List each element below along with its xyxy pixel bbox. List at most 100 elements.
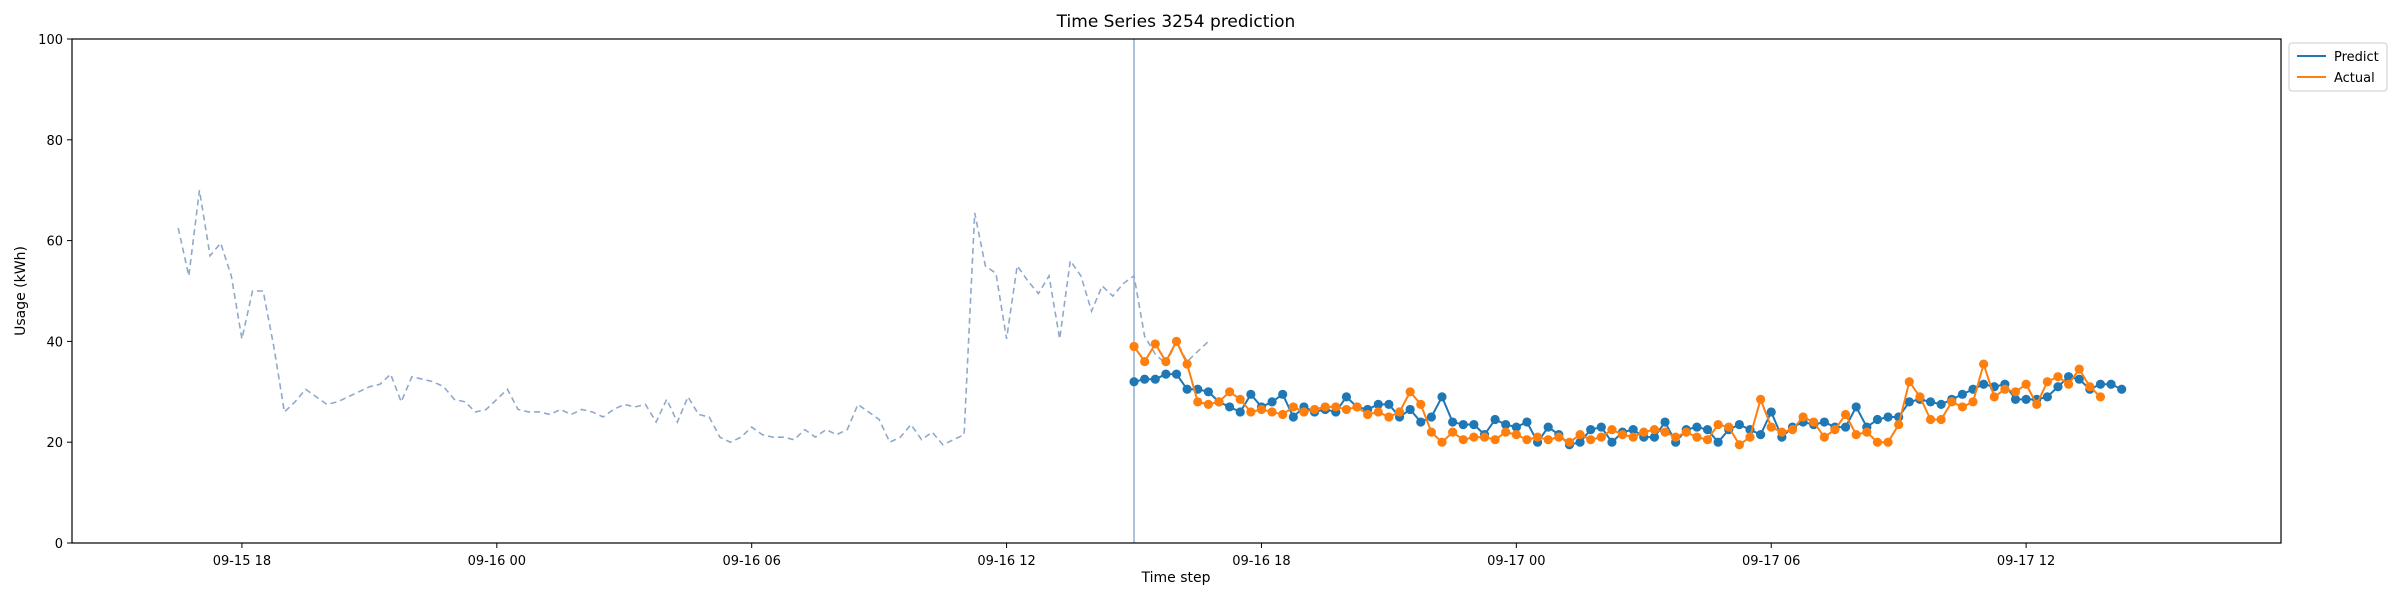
actual-point xyxy=(1649,425,1660,435)
actual-point xyxy=(1501,427,1511,437)
predict-point xyxy=(1448,417,1458,427)
actual-point xyxy=(1246,407,1256,417)
y-tick-label: 60 xyxy=(46,235,63,250)
actual-point xyxy=(1543,435,1553,445)
actual-point xyxy=(1405,387,1415,397)
actual-point xyxy=(1819,432,1829,442)
predict-point xyxy=(1628,425,1638,435)
y-tick-label: 100 xyxy=(38,33,63,48)
actual-point xyxy=(1564,437,1575,447)
x-tick-label: 09-17 06 xyxy=(1742,554,1800,569)
actual-point xyxy=(2085,382,2095,392)
predict-point xyxy=(2042,392,2052,402)
predict-point xyxy=(1511,422,1521,432)
y-axis-label: Usage (kWh) xyxy=(13,246,29,336)
actual-point xyxy=(1617,430,1628,440)
predict-point xyxy=(1713,437,1723,447)
actual-point xyxy=(1766,422,1776,432)
actual-point xyxy=(2063,379,2074,389)
predict-point xyxy=(1607,437,1617,447)
predict-point xyxy=(1596,422,1606,432)
actual-point xyxy=(1479,432,1490,442)
predict-point xyxy=(2106,379,2116,389)
actual-point xyxy=(1575,430,1585,440)
predict-point xyxy=(1140,374,1150,384)
predict-point xyxy=(1904,397,1914,407)
y-tick-label: 20 xyxy=(46,436,63,451)
actual-point xyxy=(1872,437,1883,447)
actual-point xyxy=(1840,409,1851,420)
actual-point xyxy=(1979,359,1989,369)
predict-series xyxy=(1129,369,2127,450)
x-tick-label: 09-16 18 xyxy=(1232,554,1290,569)
actual-point xyxy=(1182,359,1192,369)
predict-point xyxy=(1405,404,1415,415)
actual-point xyxy=(1936,414,1946,425)
predict-point xyxy=(1586,425,1596,435)
legend: Predict Actual xyxy=(2288,42,2388,92)
actual-point xyxy=(1702,435,1713,445)
actual-point xyxy=(1267,407,1277,417)
actual-point xyxy=(1596,432,1606,442)
plot-frame xyxy=(71,38,2282,544)
x-tick-label: 09-16 12 xyxy=(977,554,1035,569)
actual-point xyxy=(1214,397,1224,407)
actual-point xyxy=(1713,419,1723,430)
predict-point xyxy=(1235,407,1245,417)
actual-point xyxy=(1660,427,1670,437)
actual-point xyxy=(1469,432,1479,442)
actual-point xyxy=(1904,377,1914,387)
x-tick-label: 09-17 12 xyxy=(1997,554,2055,569)
predict-point xyxy=(1469,419,1479,430)
predict-point xyxy=(1426,412,1436,422)
actual-point xyxy=(1851,430,1861,440)
actual-point xyxy=(1278,409,1288,420)
actual-point xyxy=(1947,397,1957,407)
actual-point xyxy=(1925,414,1936,425)
actual-point xyxy=(1448,427,1458,437)
actual-point xyxy=(1671,432,1681,442)
actual-point xyxy=(1299,407,1309,417)
actual-point xyxy=(1511,430,1521,440)
predict-point xyxy=(1936,399,1946,409)
predict-point xyxy=(1766,407,1776,417)
actual-point xyxy=(1745,432,1755,442)
actual-point xyxy=(1129,341,1139,352)
actual-point xyxy=(1787,425,1798,435)
actual-series xyxy=(1129,336,2106,450)
y-tick-label: 40 xyxy=(46,335,63,350)
actual-point xyxy=(1968,397,1978,407)
predict-point xyxy=(1883,412,1893,422)
predict-point xyxy=(1203,387,1213,397)
predict-point xyxy=(2010,394,2021,404)
predict-line xyxy=(1133,373,2123,446)
predict-point xyxy=(1702,425,1713,435)
predict-point xyxy=(1416,417,1426,427)
actual-point xyxy=(1681,427,1691,437)
y-tick-label: 80 xyxy=(46,134,63,149)
predict-point xyxy=(1490,414,1500,425)
actual-point xyxy=(1373,407,1383,417)
actual-point xyxy=(1639,427,1649,437)
actual-point xyxy=(1235,394,1245,404)
actual-point xyxy=(1437,437,1447,447)
predict-point xyxy=(1692,422,1702,432)
actual-point xyxy=(1830,425,1840,435)
actual-point xyxy=(1862,427,1872,437)
actual-point xyxy=(1320,402,1330,412)
predict-point xyxy=(1458,419,1468,430)
history-line xyxy=(177,190,1209,446)
actual-point xyxy=(1915,392,1925,402)
predict-point xyxy=(1756,430,1766,440)
predict-point xyxy=(1278,389,1288,399)
predict-point xyxy=(1267,397,1277,407)
actual-point xyxy=(1532,432,1543,442)
x-axis-label: Time step xyxy=(1141,570,1211,586)
actual-point xyxy=(1734,440,1744,450)
actual-point xyxy=(1809,417,1819,427)
predict-point xyxy=(1979,379,1989,389)
actual-point xyxy=(1171,336,1182,346)
x-tick-label: 09-16 06 xyxy=(722,554,780,569)
actual-point xyxy=(1458,435,1468,445)
